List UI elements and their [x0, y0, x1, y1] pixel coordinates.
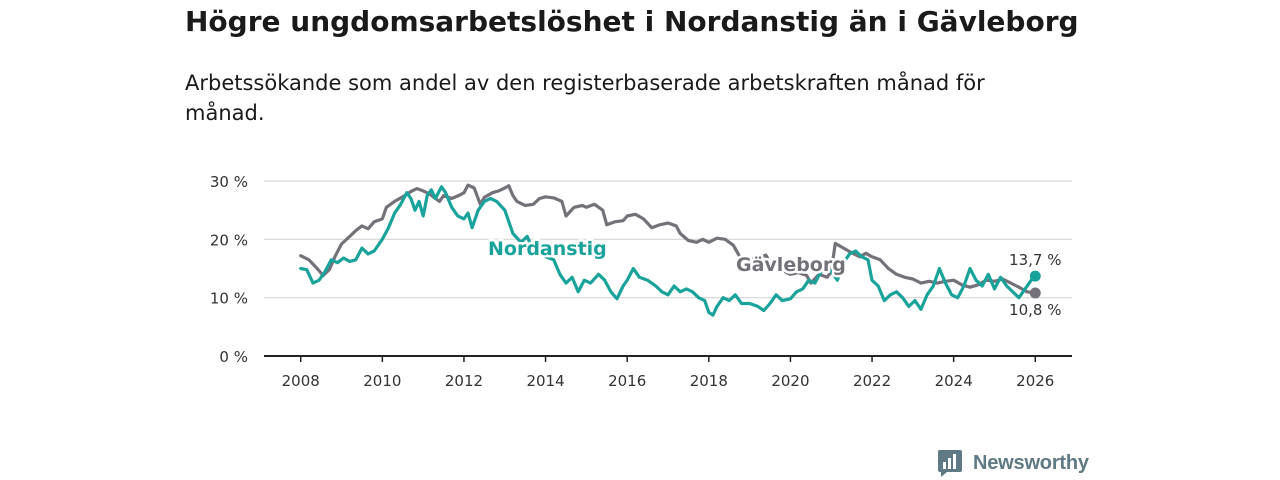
x-tick-label: 2010	[363, 372, 401, 390]
brand-name: Newsworthy	[973, 451, 1089, 474]
newsworthy-brand[interactable]: Newsworthy	[937, 448, 1089, 478]
end-label-nordanstig: 13,7 %	[1009, 251, 1061, 269]
x-tick-label: 2024	[935, 372, 973, 390]
x-tick-label: 2008	[282, 372, 320, 390]
y-tick-label: 20 %	[210, 231, 248, 249]
end-point-nordanstig	[1029, 270, 1041, 282]
series-line-nordanstig	[299, 185, 1037, 317]
chart-subtitle: Arbetssökande som andel av den registerb…	[185, 71, 985, 125]
newsworthy-logo-icon	[938, 450, 962, 477]
x-tick-label: 2022	[853, 372, 891, 390]
series-label-nordanstig: Nordanstig	[488, 238, 607, 260]
x-tick-label: 2016	[608, 372, 646, 390]
series-line-gavleborg	[299, 183, 1037, 295]
y-tick-label: 0 %	[219, 348, 248, 366]
y-tick-label: 30 %	[210, 173, 248, 191]
chart-title: Högre ungdomsarbetslöshet i Nordanstig ä…	[185, 5, 1079, 38]
x-tick-label: 2020	[771, 372, 809, 390]
x-tick-label: 2026	[1016, 372, 1054, 390]
x-tick-label: 2018	[690, 372, 728, 390]
end-label-gavleborg: 10,8 %	[1009, 301, 1061, 319]
end-point-gavleborg	[1029, 287, 1041, 299]
series-label-gavleborg: Gävleborg	[736, 254, 846, 276]
x-tick-label: 2012	[445, 372, 483, 390]
y-tick-label: 10 %	[210, 290, 248, 308]
x-tick-label: 2014	[526, 372, 564, 390]
